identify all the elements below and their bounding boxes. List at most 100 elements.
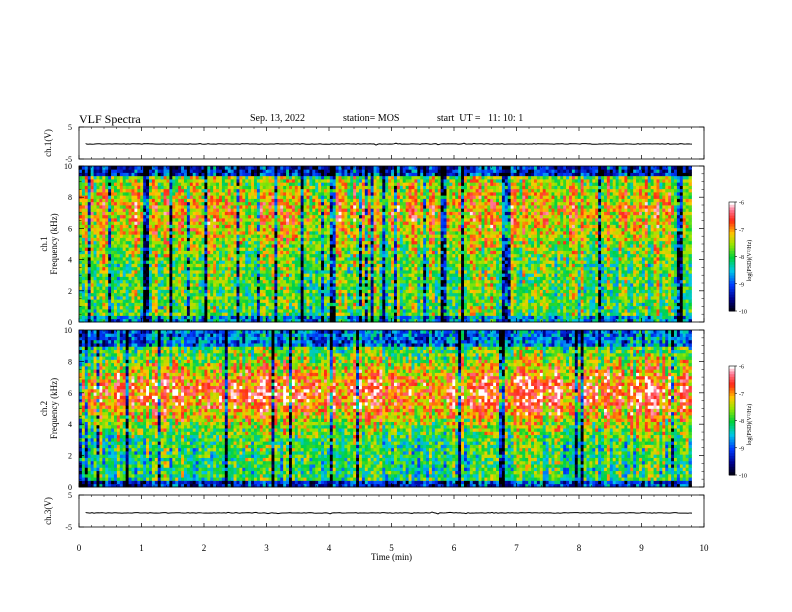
spectrogram-cell <box>132 215 135 219</box>
panel-ch1-spectrogram: -6-7-8-9-10log(PSD)(V²/Hz)0246810ch.1 Fre… <box>39 162 753 327</box>
spectrogram-cell <box>85 205 88 209</box>
spectrogram-cell <box>137 312 140 316</box>
spectrogram-cell <box>126 241 129 245</box>
spectrogram-cell <box>123 218 126 222</box>
spectrogram-cell <box>140 286 143 290</box>
spectrogram-cell <box>117 299 120 303</box>
spectrogram-cell <box>102 176 105 180</box>
spectrogram-cell <box>126 169 129 173</box>
spectrogram-cell <box>111 195 114 199</box>
spectrogram-cell <box>99 280 102 284</box>
spectrogram-cell <box>117 273 120 277</box>
spectrogram-cell <box>105 296 108 300</box>
spectrogram-cell <box>82 273 85 277</box>
spectrogram-cell <box>123 231 126 235</box>
spectrogram-cell <box>102 306 105 310</box>
spectrogram-cell <box>97 166 100 170</box>
spectrogram-cell <box>102 173 105 177</box>
spectrogram-cell <box>126 231 129 235</box>
spectrogram-cell <box>91 192 94 196</box>
spectrogram-cell <box>94 293 97 297</box>
spectrogram-cell <box>143 267 146 271</box>
spectrogram-cell <box>137 296 140 300</box>
spectrogram-cell <box>94 182 97 186</box>
spectrogram-cell <box>134 267 137 271</box>
spectrogram-cell <box>102 218 105 222</box>
spectrogram-cell <box>134 260 137 264</box>
spectrogram-cell <box>129 270 132 274</box>
spectrogram-cell <box>94 221 97 225</box>
spectrogram-cell <box>120 299 123 303</box>
spectrogram-cell <box>88 199 91 203</box>
spectrogram-cell <box>108 195 111 199</box>
spectrogram-cell <box>137 199 140 203</box>
spectrogram-cell <box>114 273 117 277</box>
spectrogram-cell <box>137 212 140 216</box>
spectrogram-cell <box>137 215 140 219</box>
spectrogram-cell <box>102 169 105 173</box>
spectrogram-cell <box>140 283 143 287</box>
spectrogram-cell <box>111 267 114 271</box>
spectrogram-cell <box>79 316 82 320</box>
spectrogram-cell <box>117 208 120 212</box>
spectrogram-cell <box>82 264 85 268</box>
spectrogram-cell <box>82 205 85 209</box>
spectrogram-cell <box>129 195 132 199</box>
spectrogram-cell <box>120 208 123 212</box>
spectrogram-cell <box>79 247 82 251</box>
spectrogram-cell <box>94 234 97 238</box>
spectrogram-cell <box>137 189 140 193</box>
spectrogram-cell <box>117 215 120 219</box>
spectrogram-cell <box>105 309 108 313</box>
spectrogram-cell <box>97 195 100 199</box>
spectrogram-cell <box>137 238 140 242</box>
spectrogram-cell <box>123 247 126 251</box>
spectrogram-cell <box>129 221 132 225</box>
spectrogram-cell <box>94 277 97 281</box>
spectrogram-cell <box>132 244 135 248</box>
spectrogram-cell <box>117 270 120 274</box>
spectrogram-cell <box>91 267 94 271</box>
spectrogram-cell <box>111 264 114 268</box>
spectrogram-cell <box>123 202 126 206</box>
spectrogram-cell <box>82 306 85 310</box>
spectrogram-cell <box>123 267 126 271</box>
spectrogram-cell <box>91 169 94 173</box>
spectrogram-cell <box>117 283 120 287</box>
spectrogram-cell <box>82 166 85 170</box>
spectrogram-cell <box>120 179 123 183</box>
spectrogram-cell <box>134 293 137 297</box>
spectrogram-cell <box>88 316 91 320</box>
spectrogram-cell <box>82 251 85 255</box>
spectrogram-cell <box>85 244 88 248</box>
spectrogram-cell <box>114 316 117 320</box>
spectrogram-cell <box>126 251 129 255</box>
spectrogram-cell <box>129 277 132 281</box>
spectrogram-cell <box>82 182 85 186</box>
spectrogram-cell <box>99 260 102 264</box>
spectrogram-cell <box>99 293 102 297</box>
vlf-spectra-figure: 5-5ch.1(V)-6-7-8-9-10log(PSD)(V²/Hz)0246… <box>0 0 792 612</box>
spectrogram-cell <box>114 254 117 258</box>
spectrogram-cell <box>140 254 143 258</box>
spectrogram-cell <box>91 225 94 229</box>
spectrogram-cell <box>88 231 91 235</box>
spectrogram-cell <box>82 208 85 212</box>
spectrogram-cell <box>108 251 111 255</box>
spectrogram-cell <box>132 303 135 307</box>
spectrogram-cell <box>123 257 126 261</box>
spectrogram-cell <box>132 296 135 300</box>
spectrogram-cell <box>123 186 126 190</box>
spectrogram-cell <box>88 189 91 193</box>
spectrogram-cell <box>108 316 111 320</box>
spectrogram-cell <box>85 169 88 173</box>
spectrogram-cell <box>111 306 114 310</box>
spectrogram-cell <box>123 169 126 173</box>
spectrogram-cell <box>132 277 135 281</box>
spectrogram-cell <box>88 303 91 307</box>
spectrogram-cell <box>132 312 135 316</box>
spectrogram-cell <box>120 212 123 216</box>
spectrogram-cell <box>97 247 100 251</box>
spectrogram-cell <box>120 231 123 235</box>
spectrogram-cell <box>79 251 82 255</box>
